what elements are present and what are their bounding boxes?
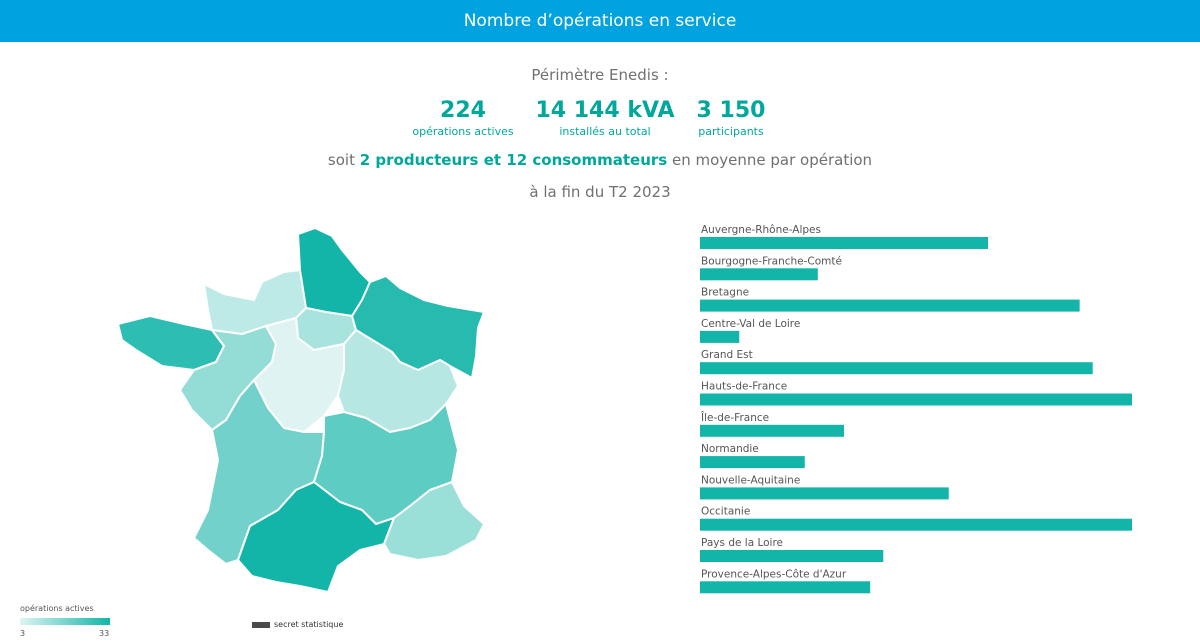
page-header: Nombre d’opérations en service xyxy=(0,0,1200,42)
legend-max-label: 33 xyxy=(99,629,110,638)
kpi-participants-label: participants xyxy=(698,125,764,138)
bar-label-centre-val-de-loire: Centre-Val de Loire xyxy=(701,318,800,330)
bar-bourgogne-franche-comte[interactable] xyxy=(700,268,818,281)
bar-label-hauts-de-france: Hauts-de-France xyxy=(701,381,787,393)
map-region-bretagne[interactable] xyxy=(117,315,225,371)
region-bar-chart: Auvergne-Rhône-Alpes Bourgogne-Franche-Co… xyxy=(700,224,1132,594)
bar-label-ile-de-france: Île-de-France xyxy=(700,411,769,424)
average-suffix: en moyenne par opération xyxy=(667,151,873,169)
bar-auvergne-rhone-alpes[interactable] xyxy=(700,237,988,249)
france-region-map xyxy=(117,227,485,593)
secret-statistique-legend: secret statistique xyxy=(252,620,343,629)
bar-label-auvergne-rhone-alpes: Auvergne-Rhône-Alpes xyxy=(701,224,821,236)
period-line: à la fin du T2 2023 xyxy=(529,183,671,201)
average-prefix: soit xyxy=(327,151,360,169)
legend-title: opérations actives xyxy=(20,604,94,613)
kpi-operations: 224 opérations actives xyxy=(403,98,523,138)
bar-label-grand-est: Grand Est xyxy=(701,349,753,361)
bar-label-provence-alpes-cote-d-azur: Provence-Alpes-Côte d'Azur xyxy=(701,568,847,580)
map-region-grand-est[interactable] xyxy=(351,275,485,379)
legend-min-label: 3 xyxy=(20,629,26,638)
bar-label-occitanie: Occitanie xyxy=(701,506,750,518)
bar-pays-de-la-loire[interactable] xyxy=(700,550,884,562)
bar-label-bourgogne-franche-comte: Bourgogne-Franche-Comté xyxy=(701,255,842,267)
bar-grand-est[interactable] xyxy=(700,362,1093,375)
page-title: Nombre d’opérations en service xyxy=(463,11,737,31)
bar-normandie[interactable] xyxy=(700,456,805,469)
kpi-kva: 14 144 kVA installés au total xyxy=(530,98,680,138)
bar-provence-alpes-cote-d-azur[interactable] xyxy=(700,581,871,594)
bar-centre-val-de-loire[interactable] xyxy=(700,330,740,343)
bar-label-nouvelle-aquitaine: Nouvelle-Aquitaine xyxy=(701,474,800,486)
bar-label-bretagne: Bretagne xyxy=(701,287,749,299)
bar-label-pays-de-la-loire: Pays de la Loire xyxy=(701,537,783,549)
legend-color-scale xyxy=(20,618,110,625)
bar-ile-de-france[interactable] xyxy=(700,424,844,437)
average-line: soit 2 producteurs et 12 consommateurs e… xyxy=(0,151,1200,169)
kpi-kva-value: 14 144 kVA xyxy=(535,98,675,123)
perimetre-label: Périmètre Enedis : xyxy=(531,66,669,84)
secret-statistique-label: secret statistique xyxy=(274,620,344,629)
bar-nouvelle-aquitaine[interactable] xyxy=(700,487,949,500)
bar-label-normandie: Normandie xyxy=(701,443,759,455)
map-region-provence-alpes-cote-dazur[interactable] xyxy=(383,481,485,561)
average-highlight: 2 producteurs et 12 consommateurs xyxy=(359,151,668,169)
kpi-operations-label: opérations actives xyxy=(412,125,514,138)
bar-bretagne[interactable] xyxy=(700,299,1080,312)
secret-statistique-swatch xyxy=(252,621,270,628)
kpi-operations-value: 224 xyxy=(440,98,486,123)
kpi-kva-label: installés au total xyxy=(559,125,651,138)
kpi-participants: 3 150 participants xyxy=(686,98,776,138)
bar-hauts-de-france[interactable] xyxy=(700,393,1132,406)
kpi-participants-value: 3 150 xyxy=(696,98,766,123)
bar-occitanie[interactable] xyxy=(700,518,1132,531)
